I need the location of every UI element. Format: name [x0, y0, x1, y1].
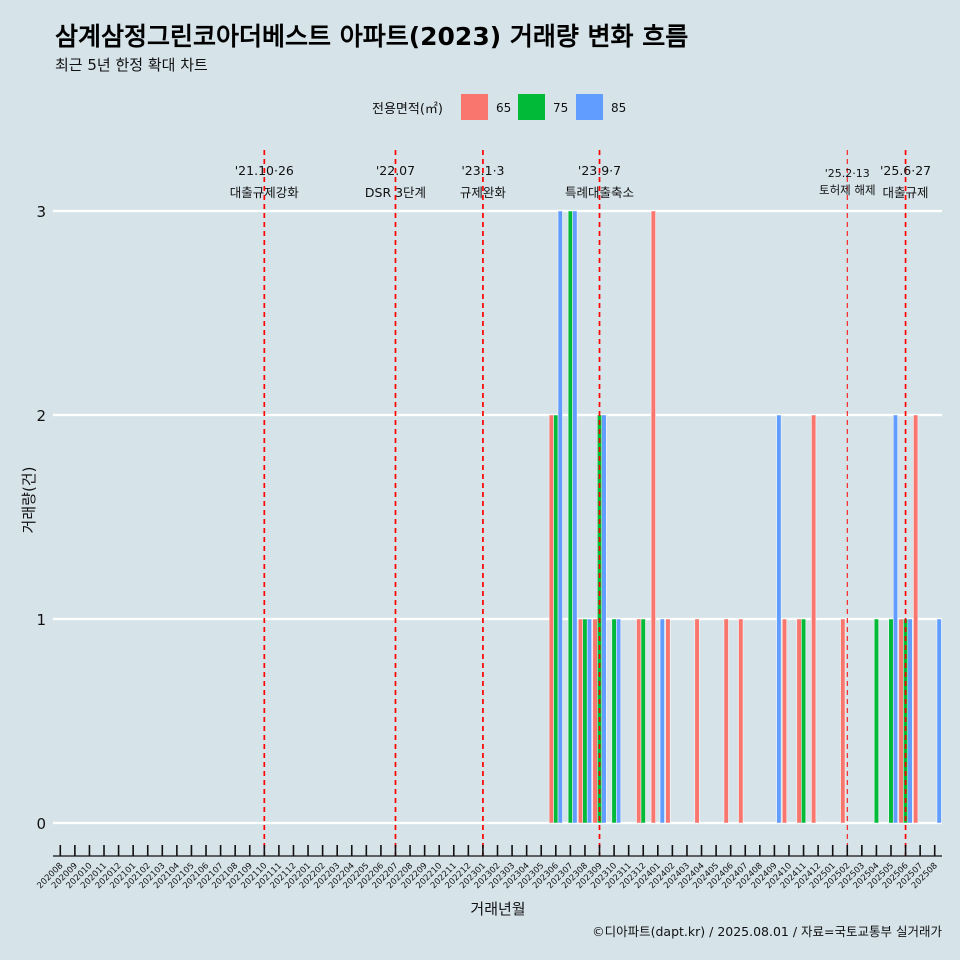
- bar-layer: [548, 210, 942, 824]
- bar-65-202308: [577, 618, 583, 824]
- annotation-date: '23.1·3: [461, 163, 504, 178]
- y-axis-title: 거래량(건): [20, 467, 38, 534]
- annotation-label: 토허제 해제: [819, 183, 876, 197]
- bar-75-202411: [801, 618, 807, 824]
- bar-85-202409: [776, 414, 782, 824]
- y-tick-label: 0: [36, 815, 46, 833]
- annotation-date: '23.9·7: [578, 163, 621, 178]
- bar-85-202308: [586, 618, 592, 824]
- bar-85-202309: [601, 414, 607, 824]
- bar-75-202308: [582, 618, 588, 824]
- legend-label-65: 65: [496, 101, 511, 115]
- grid-layer: 0 1 2 3: [36, 203, 942, 833]
- chart-subtitle: 최근 5년 한정 확대 차트: [55, 56, 208, 74]
- bar-75-202504: [873, 618, 879, 824]
- annotation-label: 대출규제: [883, 185, 929, 200]
- bar-75-202310: [611, 618, 617, 824]
- legend-swatch-75: [518, 94, 545, 120]
- annotation-date: '22.07: [376, 163, 415, 178]
- legend-swatch-65: [461, 94, 488, 120]
- bar-85-202307: [572, 210, 578, 824]
- annotation-label: 대출규제강화: [230, 185, 300, 200]
- bar-85-202306: [557, 210, 563, 824]
- x-axis-title: 거래년월: [470, 900, 525, 918]
- bar-85-202310: [616, 618, 622, 824]
- bar-65-202410: [782, 618, 787, 824]
- annotation-label: 규제완화: [460, 185, 507, 200]
- legend-swatch-85: [576, 94, 603, 120]
- y-tick-label: 1: [36, 611, 46, 629]
- bar-65-202407: [738, 618, 744, 824]
- legend-layer: 65 75 85: [461, 94, 626, 120]
- chart-title: 삼계삼정그린코아더베스트 아파트(2023) 거래량 변화 흐름: [55, 22, 688, 51]
- bar-65-202411: [796, 618, 802, 824]
- bar-85-202401: [659, 618, 665, 824]
- bar-65-202412: [811, 414, 817, 824]
- bar-65-202406: [723, 618, 729, 824]
- bar-75-202505: [888, 618, 894, 824]
- bar-85-202506: [907, 618, 913, 824]
- bar-75-202306: [553, 414, 559, 824]
- annotation-date: '25.2·13: [825, 167, 870, 180]
- annotation-date: '25.6·27: [880, 163, 931, 178]
- bar-65-202404: [694, 618, 700, 824]
- legend-title: 전용면적(㎡): [372, 102, 443, 117]
- legend-label-75: 75: [553, 101, 568, 115]
- bar-65-202309: [592, 618, 598, 824]
- bar-85-202505: [892, 414, 898, 824]
- bar-65-202506: [898, 618, 904, 824]
- bar-65-202402: [665, 618, 671, 824]
- axis-layer: 2020082020092020102020112020122021012021…: [35, 845, 942, 891]
- annotation-date: '21.10·26: [235, 163, 294, 178]
- bar-65-202306: [548, 414, 554, 824]
- legend-label-85: 85: [611, 101, 626, 115]
- y-tick-label: 3: [36, 203, 46, 221]
- y-tick-label: 2: [36, 407, 46, 425]
- annotation-label: DSR 3단계: [365, 185, 426, 200]
- bar-75-202307: [567, 210, 573, 824]
- bar-65-202507: [913, 414, 919, 824]
- bar-65-202401: [650, 210, 656, 824]
- bar-65-202312: [636, 618, 642, 824]
- bar-65-202502: [840, 618, 846, 824]
- bar-85-202508: [936, 618, 942, 824]
- annotation-layer: '21.10·26 대출규제강화 '22.07 DSR 3단계 '23.1·3 규제완화 '…: [230, 150, 931, 856]
- bar-75-202312: [640, 618, 646, 824]
- footer-caption: ©디아파트(dapt.kr) / 2025.08.01 / 자료=국토교통부 실…: [592, 924, 942, 939]
- annotation-label: 특례대출축소: [565, 185, 634, 200]
